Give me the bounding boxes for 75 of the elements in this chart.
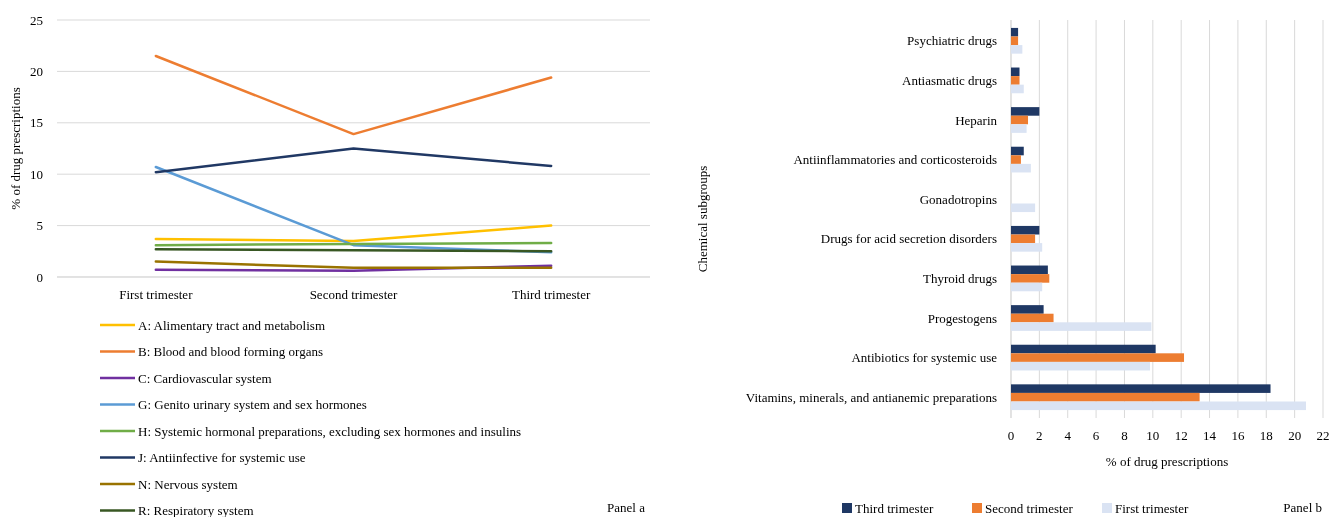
bar <box>1011 344 1156 354</box>
y-tick-label: Drugs for acid secretion disorders <box>820 231 997 247</box>
x-tick-label: Second trimester <box>309 287 399 302</box>
y-tick-label: Progestogens <box>927 310 997 326</box>
y-tick-label: 5 <box>36 218 43 234</box>
legend-label: First trimester <box>1115 500 1189 516</box>
x-tick-label: Third trimester <box>511 287 591 302</box>
text: Panel b <box>1283 500 1322 515</box>
x-tick-label: 12 <box>1174 428 1188 443</box>
legend-label: J: Antiinfective for systemic use <box>138 450 306 466</box>
bar <box>1011 225 1040 235</box>
legend-label: B: Blood and blood forming organs <box>138 344 324 360</box>
x-axis-title: % of drug prescriptions <box>1105 454 1229 469</box>
x-tick-label: 8 <box>1121 428 1128 443</box>
y-tick-label: 25 <box>30 12 43 28</box>
y-tick-label: Psychiatric drugs <box>907 33 997 49</box>
bar <box>1011 305 1044 314</box>
bar <box>1011 27 1019 37</box>
y-axis-title: Chemical subgroups <box>695 165 710 273</box>
y-tick-label: Antibiotics for systemic use <box>851 350 998 366</box>
x-tick-label: 16 <box>1231 428 1245 443</box>
y-tick-label: 15 <box>30 115 43 131</box>
legend-label: C: Cardiovascular system <box>138 370 272 386</box>
bar <box>1011 274 1050 283</box>
x-tick-label: 4 <box>1064 428 1072 443</box>
bar <box>1011 155 1021 164</box>
legend-label: Second trimester <box>985 500 1074 516</box>
bar <box>1011 392 1200 402</box>
bar <box>1011 76 1020 85</box>
y-tick-label: Gonadotropins <box>919 191 997 207</box>
y-tick-label: Thyroid drugs <box>922 270 997 286</box>
y-tick-label: Antiinflammatories and corticosteroids <box>793 152 997 168</box>
bar <box>1011 265 1048 275</box>
x-tick-label: 14 <box>1203 428 1217 443</box>
bar <box>1011 353 1185 362</box>
y-tick-label: Vitamins, minerals, and antianemic preparations <box>745 389 997 405</box>
bar <box>1011 84 1024 94</box>
bar <box>1011 163 1031 173</box>
legend-label: H: Systemic hormonal preparations, excluding sex hormones and insulins <box>138 423 522 439</box>
x-tick-label: 0 <box>1007 428 1015 443</box>
x-tick-label: 18 <box>1259 428 1273 443</box>
bar <box>1011 124 1027 133</box>
bar <box>1011 36 1019 46</box>
x-tick-label: 22 <box>1316 428 1329 443</box>
bar <box>1011 45 1023 54</box>
bar <box>1011 384 1271 393</box>
x-tick-label: 2 <box>1036 428 1043 443</box>
x-tick-label: 20 <box>1288 428 1302 443</box>
bar <box>1011 146 1024 156</box>
legend-label: G: Genito urinary system and sex hormones <box>138 397 367 413</box>
legend-label: R: Respiratory system <box>138 503 254 517</box>
bar <box>1011 243 1043 252</box>
y-tick-label: Heparin <box>955 112 998 128</box>
legend-label: Third trimester <box>855 500 935 516</box>
bar <box>1011 107 1040 116</box>
y-axis-title: % of drug prescriptions <box>8 87 23 210</box>
x-tick-label: First trimester <box>119 287 194 302</box>
x-tick-label: 10 <box>1146 428 1160 443</box>
bar <box>1011 313 1054 323</box>
bar <box>1011 67 1020 77</box>
y-tick-label: 10 <box>30 166 43 182</box>
y-tick-label: Antiasmatic drugs <box>902 72 997 88</box>
legend-label: A: Alimentary tract and metabolism <box>138 317 326 333</box>
bar <box>1011 282 1043 292</box>
x-tick-label: 6 <box>1092 428 1100 443</box>
bar <box>1011 361 1150 371</box>
y-tick-label: 0 <box>36 269 43 285</box>
bar <box>1011 322 1152 331</box>
text: Panel a <box>607 500 646 515</box>
bar <box>1011 401 1306 411</box>
y-tick-label: 20 <box>30 63 43 79</box>
bar <box>1011 203 1036 213</box>
bar <box>1011 234 1036 244</box>
legend-label: N: Nervous system <box>138 476 238 492</box>
bar <box>1011 115 1029 125</box>
